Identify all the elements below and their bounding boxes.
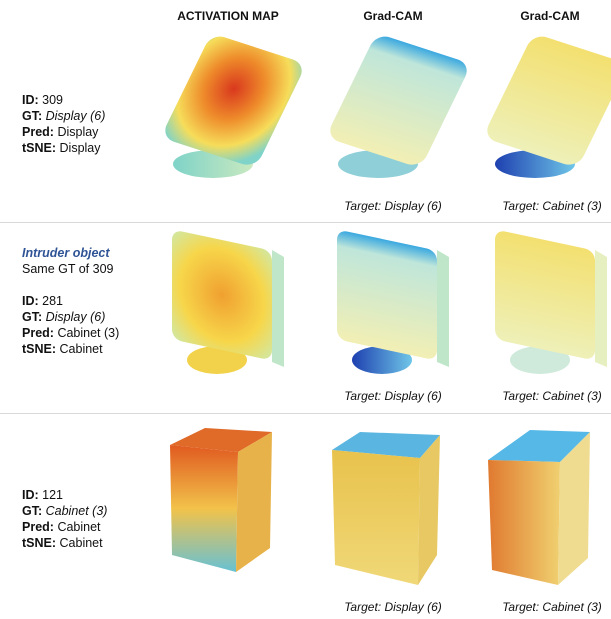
info-line: GT: Cabinet (3) [22, 503, 107, 519]
field-value: 121 [42, 488, 64, 502]
point-cloud [332, 432, 440, 585]
point-cloud [172, 231, 284, 374]
separator [0, 222, 611, 223]
field-label: ID: [22, 294, 39, 308]
field-label: Pred: [22, 326, 54, 340]
field-label: GT: [22, 504, 43, 518]
column-header: Grad-CAM [520, 9, 580, 23]
note-subtitle: Same GT of 309 [22, 262, 114, 276]
column-header: ACTIVATION MAP [177, 9, 279, 23]
target-caption: Target: Cabinet (3) [502, 389, 602, 403]
field-label: ID: [22, 93, 39, 107]
separator [0, 413, 611, 414]
info-line: tSNE: Cabinet [22, 341, 119, 357]
info-line: GT: Display (6) [22, 309, 119, 325]
info-line: tSNE: Display [22, 140, 105, 156]
info-line: ID: 281 [22, 293, 119, 309]
point-cloud [170, 428, 272, 572]
point-cloud [488, 430, 590, 585]
point-cloud [495, 231, 607, 374]
field-value: 281 [42, 294, 64, 308]
target-caption: Target: Display (6) [344, 600, 442, 614]
point-cloud [165, 36, 302, 178]
column-header: Grad-CAM [363, 9, 423, 23]
field-value: Display [59, 141, 101, 155]
field-label: Pred: [22, 520, 54, 534]
info-block: ID: 309 GT: Display (6) Pred: Display tSNE:… [22, 92, 105, 156]
field-value: Cabinet [59, 342, 103, 356]
point-cloud [330, 36, 467, 178]
target-caption: Target: Cabinet (3) [502, 600, 602, 614]
info-line: Pred: Cabinet (3) [22, 325, 119, 341]
field-label: ID: [22, 488, 39, 502]
target-caption: Target: Cabinet (3) [502, 199, 602, 213]
info-line: tSNE: Cabinet [22, 535, 107, 551]
field-label: Pred: [22, 125, 54, 139]
field-label: GT: [22, 109, 43, 123]
info-line: ID: 121 [22, 487, 107, 503]
field-value: Cabinet (3) [45, 504, 108, 518]
field-label: tSNE: [22, 342, 57, 356]
field-label: GT: [22, 310, 43, 324]
point-cloud [337, 231, 449, 374]
field-value: Display (6) [45, 109, 106, 123]
target-caption: Target: Display (6) [344, 199, 442, 213]
field-value: Cabinet [59, 536, 103, 550]
field-label: tSNE: [22, 141, 57, 155]
field-value: Display [57, 125, 99, 139]
point-cloud [487, 36, 611, 178]
info-block: ID: 121 GT: Cabinet (3) Pred: Cabinet tSNE:… [22, 487, 107, 551]
field-value: Display (6) [45, 310, 106, 324]
field-value: Cabinet [57, 520, 101, 534]
info-line: Pred: Display [22, 124, 105, 140]
field-value: Cabinet (3) [57, 326, 120, 340]
target-caption: Target: Display (6) [344, 389, 442, 403]
note-title: Intruder object [22, 246, 110, 260]
info-line: GT: Display (6) [22, 108, 105, 124]
field-value: 309 [42, 93, 64, 107]
info-line: Pred: Cabinet [22, 519, 107, 535]
info-line: ID: 309 [22, 92, 105, 108]
field-label: tSNE: [22, 536, 57, 550]
info-block: Intruder object Same GT of 309 ID: 281 GT: … [22, 245, 119, 357]
